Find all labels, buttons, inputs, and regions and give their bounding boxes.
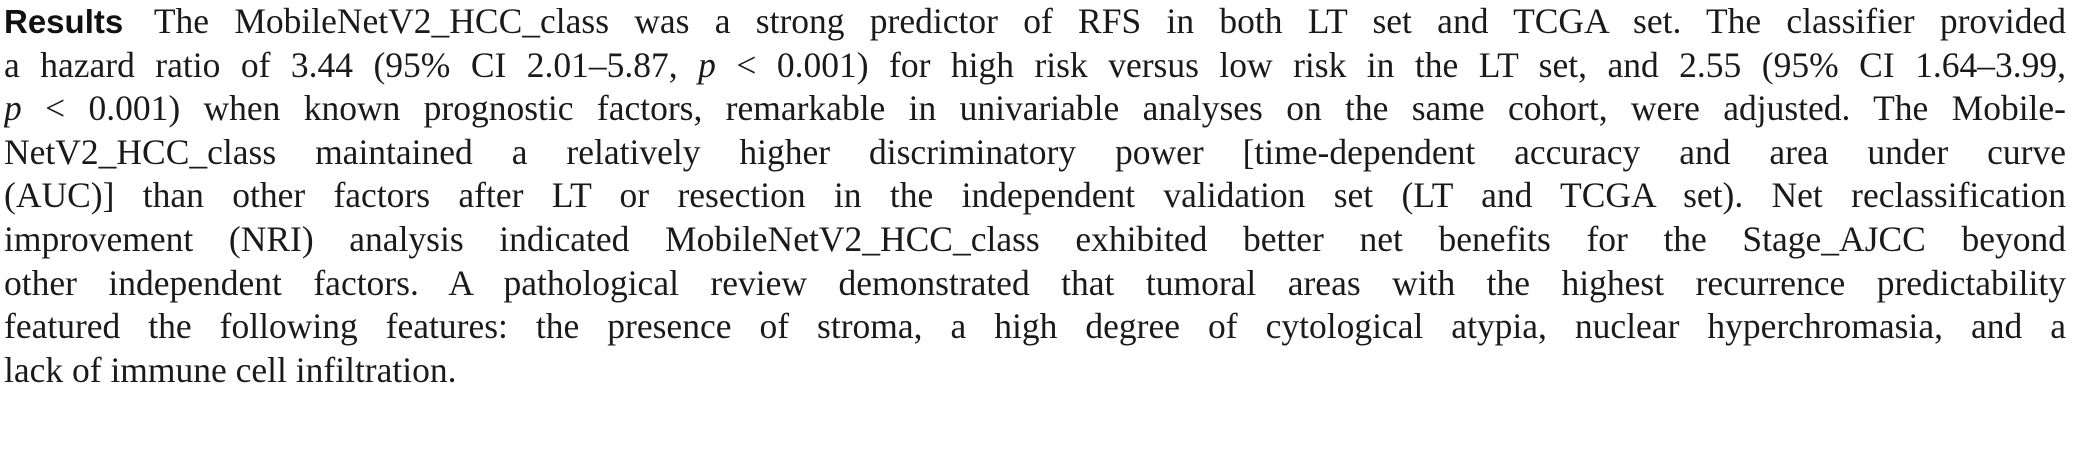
text-line-1: Results The MobileNetV2_HCC_class was a …: [4, 0, 2066, 44]
text-segment: (AUC)] than other factors after LT or re…: [4, 175, 2066, 216]
p-value-symbol: p: [698, 44, 716, 85]
text-segment: a hazard ratio of 3.44 (95% CI 2.01–5.87…: [4, 44, 699, 85]
p-value-symbol: p: [4, 88, 22, 129]
text-segment: The MobileNetV2_HCC_class was a strong p…: [153, 1, 2066, 41]
section-heading: Results: [4, 3, 124, 40]
text-segment: other independent factors. A pathologica…: [4, 262, 2066, 303]
text-segment: NetV2_HCC_class maintained a relatively …: [4, 131, 2066, 172]
text-segment: improvement (NRI) analysis indicated Mob…: [4, 218, 2066, 259]
text-segment: lack of immune cell infiltration.: [4, 349, 457, 390]
text-line-2: a hazard ratio of 3.44 (95% CI 2.01–5.87…: [4, 44, 2066, 88]
text-line-6: improvement (NRI) analysis indicated Mob…: [4, 218, 2066, 262]
text-segment: < 0.001) for high risk versus low risk i…: [715, 44, 2066, 85]
text-segment: < 0.001) when known prognostic factors, …: [21, 88, 2066, 129]
text-line-8: featured the following features: the pre…: [4, 305, 2066, 349]
text-line-4: NetV2_HCC_class maintained a relatively …: [4, 131, 2066, 175]
text-line-9: lack of immune cell infiltration.: [4, 349, 2066, 393]
text-line-7: other independent factors. A pathologica…: [4, 262, 2066, 306]
text-line-5: (AUC)] than other factors after LT or re…: [4, 174, 2066, 218]
text-line-3: p < 0.001) when known prognostic factors…: [4, 87, 2066, 131]
results-abstract: Results The MobileNetV2_HCC_class was a …: [4, 0, 2066, 392]
text-segment: featured the following features: the pre…: [4, 306, 2066, 347]
